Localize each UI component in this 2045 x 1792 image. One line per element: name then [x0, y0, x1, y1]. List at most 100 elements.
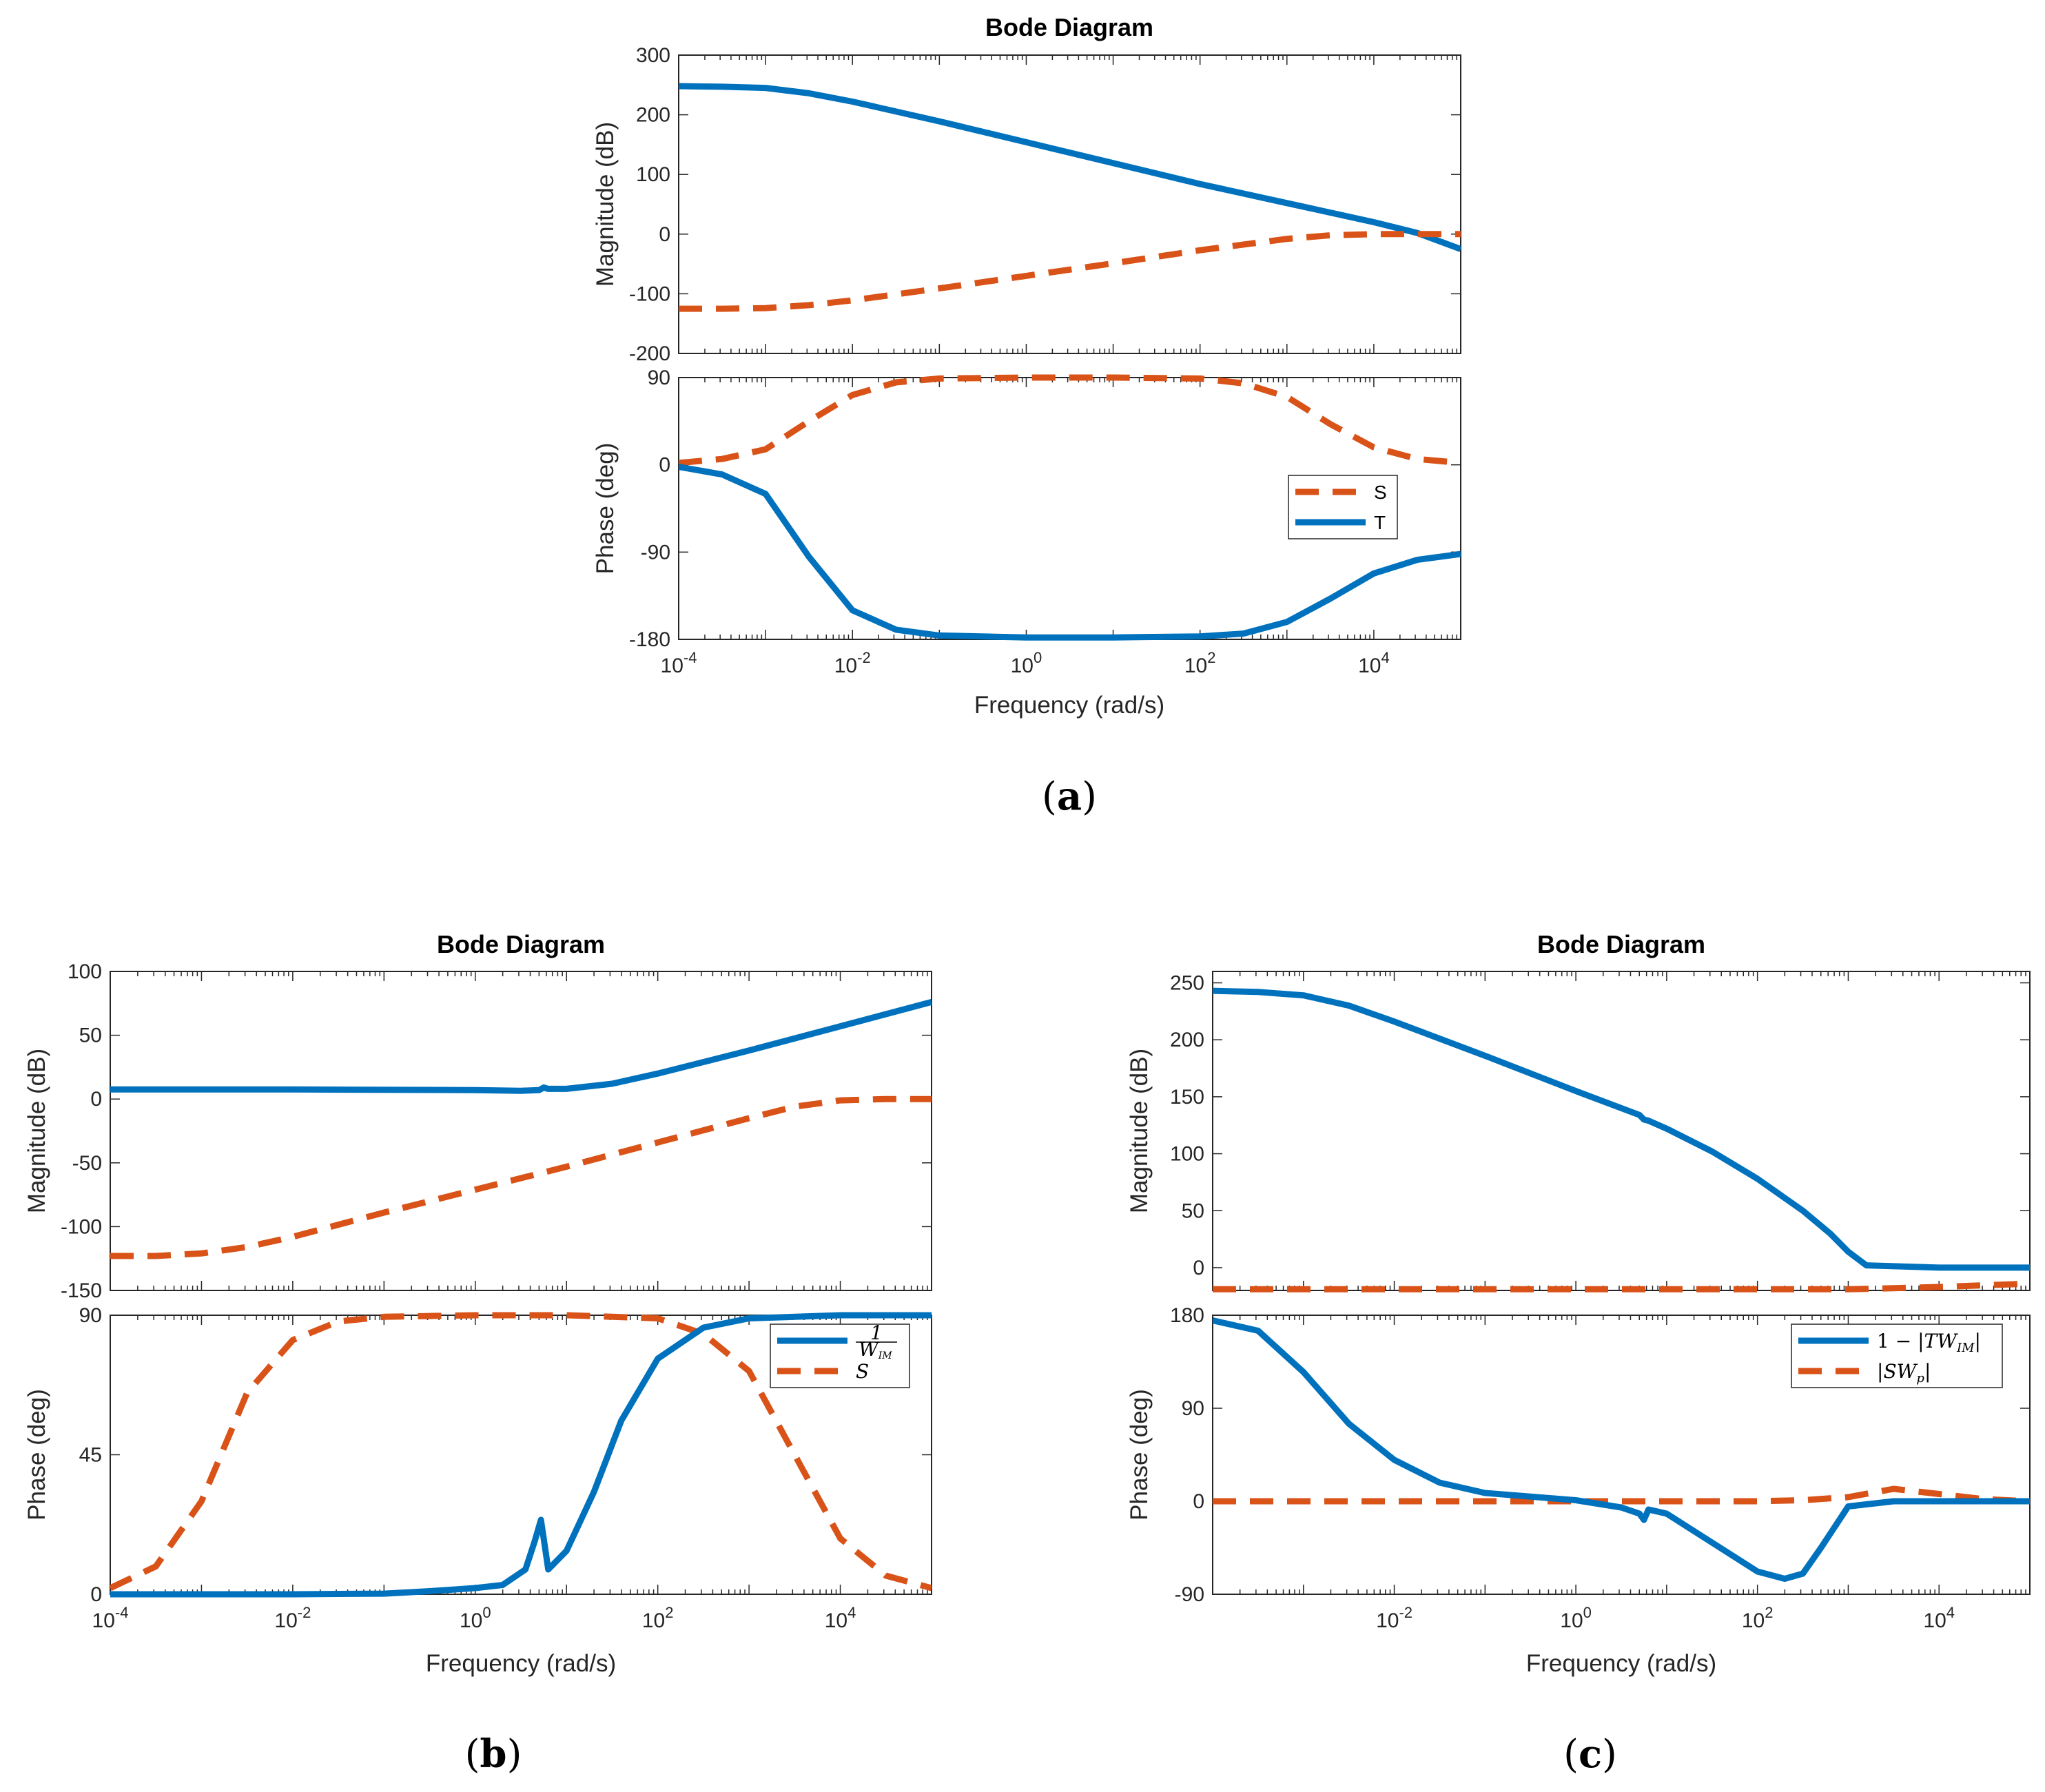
y-tick-label: -100 [61, 1215, 102, 1238]
x-tick-exponent: 4 [1946, 1604, 1955, 1621]
y-axis-label: Magnitude (dB) [1126, 1049, 1153, 1213]
y-axis-label: Phase (deg) [592, 443, 619, 575]
legend-label-pre: | [1877, 1360, 1883, 1383]
legend-label-post: | [1924, 1360, 1931, 1383]
x-tick-exponent: 4 [847, 1604, 856, 1621]
axes-box [1212, 971, 2031, 1291]
x-tick-exponent: 2 [665, 1604, 673, 1621]
x-tick-exponent: -2 [857, 649, 871, 666]
axes-box [110, 971, 932, 1291]
legend-label-pre: 1 − | [1877, 1330, 1924, 1352]
y-tick-label: 200 [1170, 1029, 1204, 1051]
x-tick-exponent: 0 [1034, 649, 1042, 666]
x-tick-label: 102 [642, 1604, 674, 1632]
x-tick-label: 104 [1358, 649, 1390, 677]
legend-label: T [1374, 512, 1386, 533]
x-tick-exponent: -2 [1399, 1604, 1412, 1621]
y-tick-label: 100 [1170, 1143, 1204, 1166]
x-axis-label: Frequency (rad/s) [1526, 1650, 1716, 1677]
subfigure-a: Bode Diagram-200-1000100200300Magnitude … [592, 13, 1461, 819]
y-tick-label: 200 [636, 104, 670, 127]
y-tick-label: 180 [1170, 1304, 1204, 1327]
y-tick-label: 0 [90, 1583, 102, 1606]
legend-box [770, 1324, 910, 1388]
caption-part: a [1057, 774, 1082, 819]
x-tick-base: 10 [642, 1609, 665, 1632]
caption-part: ( [1042, 774, 1057, 819]
x-tick-exponent: 2 [1765, 1604, 1773, 1621]
subfigure-caption: (c) [1563, 1731, 1617, 1777]
x-tick-label: 104 [1923, 1604, 1955, 1632]
x-tick-base: 10 [274, 1609, 297, 1632]
x-tick-label: 100 [460, 1604, 491, 1632]
x-tick-base: 10 [1742, 1609, 1765, 1632]
phase-panel: -180 -90 0 90 Phase (deg) [592, 367, 1461, 651]
x-tick-exponent: 0 [1583, 1604, 1592, 1621]
x-tick-base: 10 [1376, 1609, 1399, 1632]
series-S-line [110, 1312, 932, 1592]
magnitude-panel: -200 -100 0 100 200 300 Magnitude (dB) [592, 44, 1461, 365]
x-tick-exponent: 4 [1381, 649, 1389, 666]
y-axis-label: Phase (deg) [1126, 1389, 1153, 1521]
y-tick-label: 50 [1182, 1199, 1204, 1222]
y-tick-label: -90 [1175, 1583, 1204, 1606]
series-oneMinusTW-line [1213, 987, 2030, 1271]
caption-part: ( [1563, 1732, 1579, 1777]
x-tick-base: 10 [1011, 655, 1034, 677]
y-tick-label: 150 [1170, 1086, 1204, 1109]
x-tick-label: 10-4 [92, 1604, 129, 1632]
x-tick-label: 10-2 [834, 649, 871, 677]
y-axis-label: Magnitude (dB) [23, 1049, 50, 1213]
x-tick-base: 10 [460, 1609, 482, 1632]
y-tick-label: -100 [629, 282, 670, 305]
caption-part: c [1579, 1731, 1602, 1777]
y-tick-label: 0 [659, 223, 670, 246]
y-tick-label: 0 [1193, 1257, 1204, 1279]
chart-title: Bode Diagram [985, 13, 1153, 41]
y-tick-label: -50 [72, 1152, 102, 1175]
legend-label-main: TW [1924, 1330, 1959, 1352]
y-tick-label: 45 [79, 1444, 102, 1467]
x-tick-base: 10 [92, 1609, 115, 1632]
x-tick-label: 102 [1184, 649, 1216, 677]
subfigure-caption: (b) [465, 1731, 522, 1777]
y-tick-label: 0 [90, 1088, 102, 1111]
magnitude-panel: 0 50 100 150 200 250 Magnitude (dB) [1126, 971, 2031, 1292]
x-axis-label: Frequency (rad/s) [426, 1650, 616, 1677]
y-tick-label: 250 [1170, 972, 1204, 995]
y-tick-label: 50 [79, 1024, 102, 1047]
x-tick-label: 10-4 [661, 649, 697, 677]
x-tick-label: 104 [825, 1604, 856, 1632]
y-tick-label: 90 [648, 367, 670, 389]
y-tick-label: 0 [1193, 1490, 1204, 1513]
series-invW-line [110, 1312, 932, 1598]
y-tick-label: 100 [68, 960, 102, 983]
y-tick-label: 0 [659, 454, 670, 477]
y-tick-label: 90 [1182, 1397, 1204, 1420]
x-tick-base: 10 [1184, 655, 1207, 677]
magnitude-panel: -150 -100 -50 0 50 100 Magnitude (dB) [23, 960, 932, 1302]
x-tick-label: 100 [1560, 1604, 1592, 1632]
series-SWp-line [1213, 1280, 2030, 1292]
legend-label: 1 − |TWIM| [1877, 1330, 1981, 1355]
x-tick-base: 10 [834, 655, 857, 677]
x-tick-label: 100 [1011, 649, 1042, 677]
caption-part: ) [1602, 1732, 1617, 1777]
y-tick-label: -150 [61, 1279, 102, 1302]
series-invW-line [110, 999, 932, 1094]
y-axis-label: Phase (deg) [23, 1389, 50, 1521]
y-axis-label: Magnitude (dB) [592, 122, 619, 287]
x-tick-exponent: -4 [684, 649, 697, 666]
x-tick-label: 10-2 [274, 1604, 311, 1632]
legend-label: S [1374, 482, 1387, 503]
series-T-line [679, 83, 1461, 252]
legend: 1 − |TWIM||SWp| [1791, 1324, 2003, 1388]
x-tick-base: 10 [1560, 1609, 1583, 1632]
caption-part: ) [507, 1732, 522, 1777]
series-S-line [679, 231, 1461, 312]
caption-part: ( [465, 1732, 480, 1777]
series-oneMinusTW-line [1213, 1317, 2030, 1582]
x-tick-exponent: -2 [298, 1604, 311, 1621]
